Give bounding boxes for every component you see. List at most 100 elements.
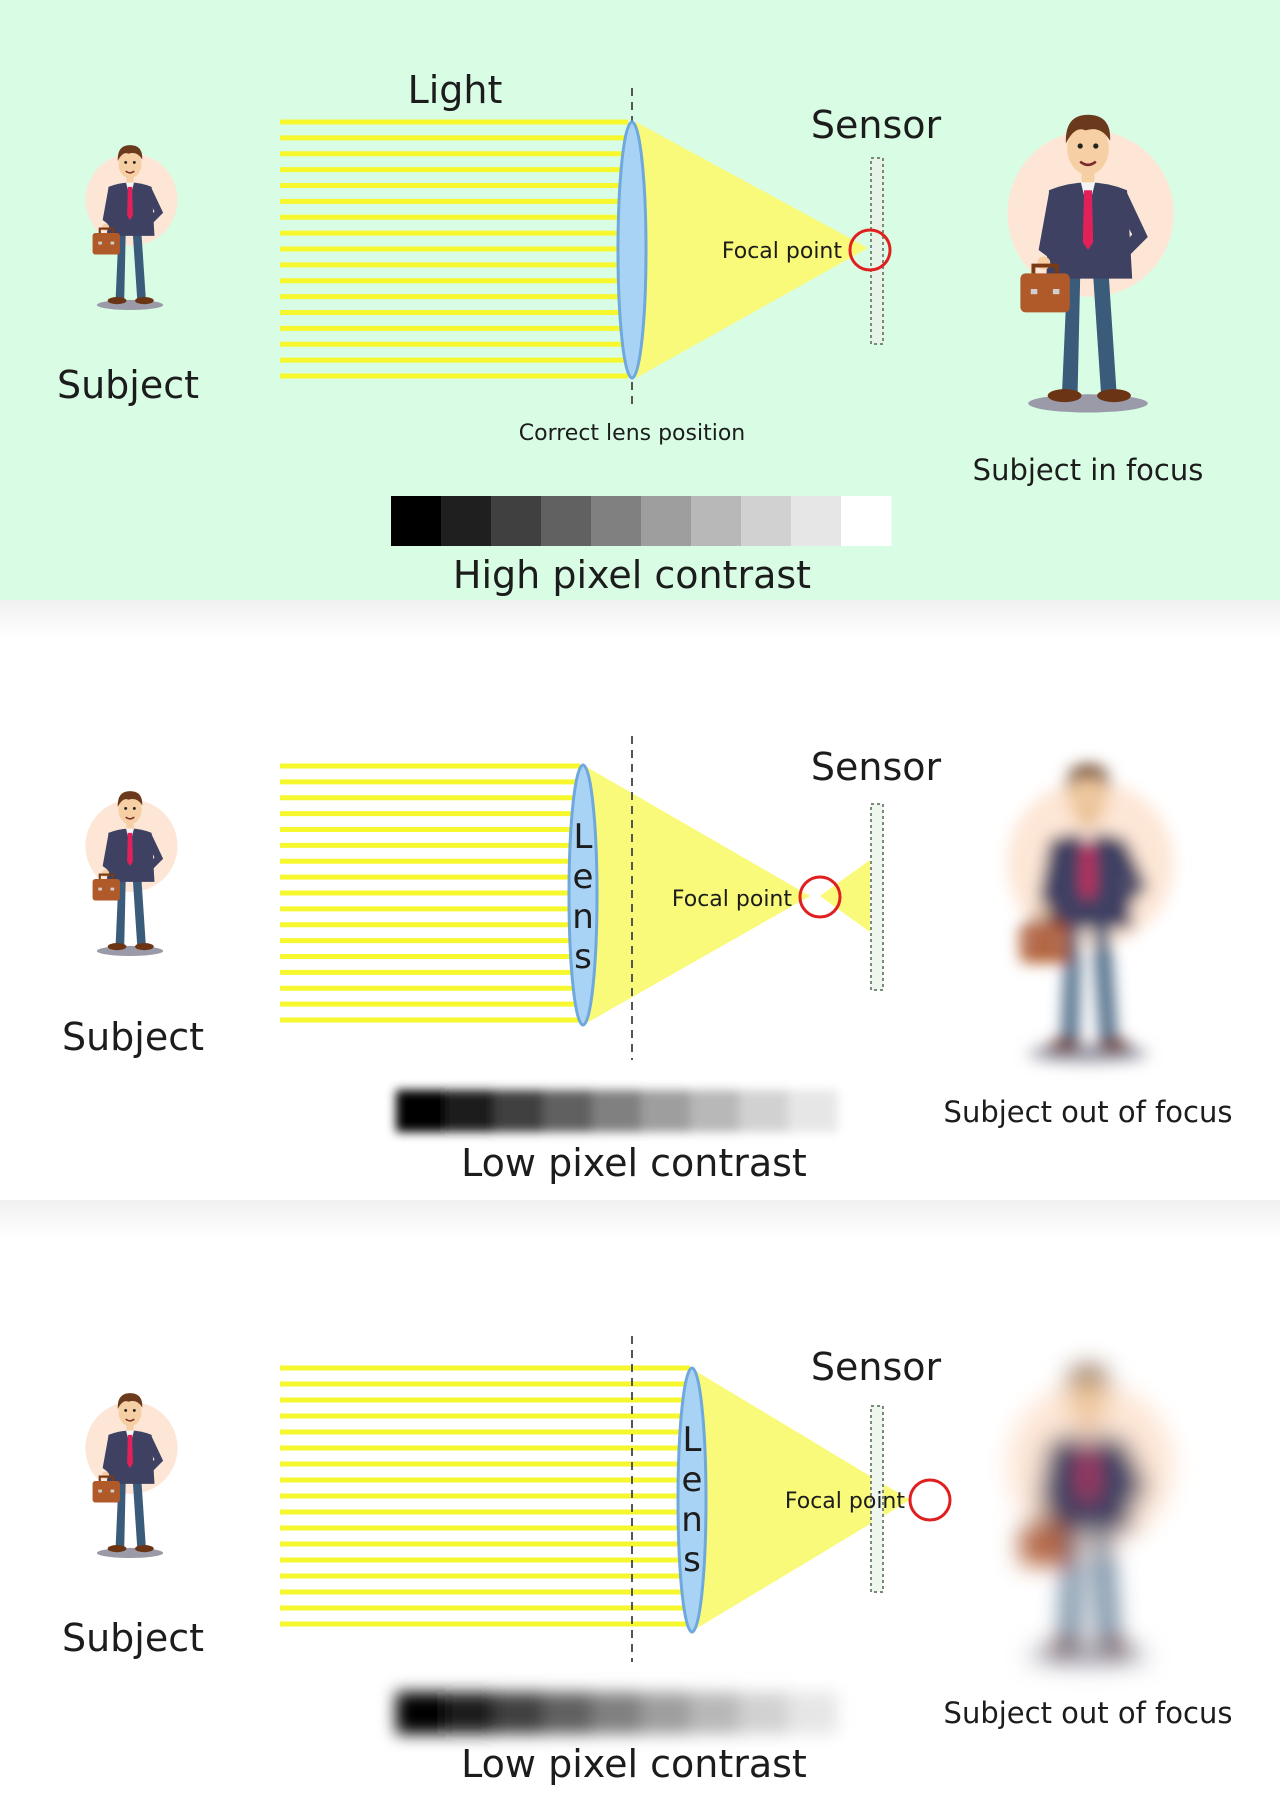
gradient-cell [396,1090,446,1132]
smile [1079,160,1097,167]
lens-letter: e [573,857,594,897]
scene-in-focus: Subject Light Correct lens position Sens… [0,0,1280,600]
gradient-cell [391,496,442,546]
focal-point-circle [908,1478,952,1522]
briefcase [92,1480,120,1503]
briefcase-latch [98,241,102,245]
right-arm [1119,842,1148,908]
gradient-cell [592,1090,642,1132]
focal-point-label: Focal point [672,887,792,912]
left-arm [1038,192,1057,258]
lens [616,120,648,380]
left-shoe [107,1545,127,1553]
briefcase-latch [1052,1541,1060,1547]
necktie [1082,840,1094,900]
subject-label: Subject [57,363,199,407]
briefcase [1020,273,1070,313]
gradient-cell [739,1692,789,1734]
focal-point-label: Focal point [722,239,842,264]
face [118,1397,142,1427]
left-arm [102,834,113,871]
briefcase-handle [98,873,114,879]
light-label: Light [408,68,503,112]
contrast-label: High pixel contrast [453,553,811,597]
gradient-cell [791,496,842,546]
necktie [127,1434,133,1468]
face [1067,1374,1109,1427]
result-label: Subject out of focus [944,1696,1233,1730]
eye [1077,1395,1083,1401]
face [118,149,142,179]
face [1067,122,1109,175]
briefcase [92,232,120,255]
sensor-label: Sensor [811,1345,942,1389]
left-arm [102,188,113,225]
lens-letter: s [574,937,592,977]
sensor [870,157,884,345]
light-beams [280,763,580,1023]
briefcase-latch [110,887,115,891]
eye [124,806,128,810]
gradient-cell [445,1090,495,1132]
left-arm [1038,842,1057,908]
right-leg [1093,926,1117,1043]
lens [567,763,599,1027]
left-shoe [107,943,127,951]
briefcase-handle [98,1475,114,1481]
lens-letter: L [683,1420,702,1460]
light-beams [280,1365,690,1627]
hair [117,1393,143,1409]
lens-letter: s [683,1540,701,1580]
gradient-cell [641,496,692,546]
right-arm [147,834,164,871]
smile [125,1418,135,1422]
briefcase-handle [1031,913,1059,924]
subject-figure [85,791,178,956]
light-cone [694,1370,910,1630]
neck [126,175,134,183]
briefcase-latch [1030,939,1038,945]
smile [125,170,135,174]
eye [132,806,136,810]
right-shoe [1097,1641,1131,1655]
briefcase-handle [1031,1515,1059,1526]
panel-separator [0,600,1280,638]
briefcase-latch [110,241,115,245]
right-shoe [1097,389,1131,403]
briefcase [1020,1525,1070,1565]
light-cone-diverging [820,860,870,932]
gradient-cell [541,496,592,546]
right-arm [1119,192,1148,258]
result-figure [1007,1366,1174,1665]
gradient-cell [543,1090,593,1132]
briefcase-latch [1052,289,1060,295]
sensor-label: Sensor [811,103,942,147]
lens-letter: e [682,1460,703,1500]
hand [101,1471,110,1479]
left-arm [102,1436,113,1473]
focal-point-circle [848,228,892,272]
left-shoe [1047,389,1082,403]
hair [117,791,143,807]
sensor-label: Sensor [811,745,942,789]
briefcase-latch [1030,1541,1038,1547]
contrast-gradient-bar [396,1090,838,1132]
hair [1065,114,1111,144]
eye [1077,143,1083,149]
result-label: Subject in focus [973,453,1204,487]
right-shoe [135,1545,154,1553]
briefcase-latch [110,1489,115,1493]
gradient-cell [841,496,892,546]
briefcase [92,878,120,901]
subject-figure [85,145,178,310]
eye [1077,793,1083,799]
right-arm [147,188,164,225]
light-beams [280,119,628,379]
briefcase-handle [1031,263,1059,274]
gradient-cell [690,1090,740,1132]
lens-caption: Correct lens position [519,421,745,446]
gradient-cell [543,1692,593,1734]
neck [126,821,134,829]
